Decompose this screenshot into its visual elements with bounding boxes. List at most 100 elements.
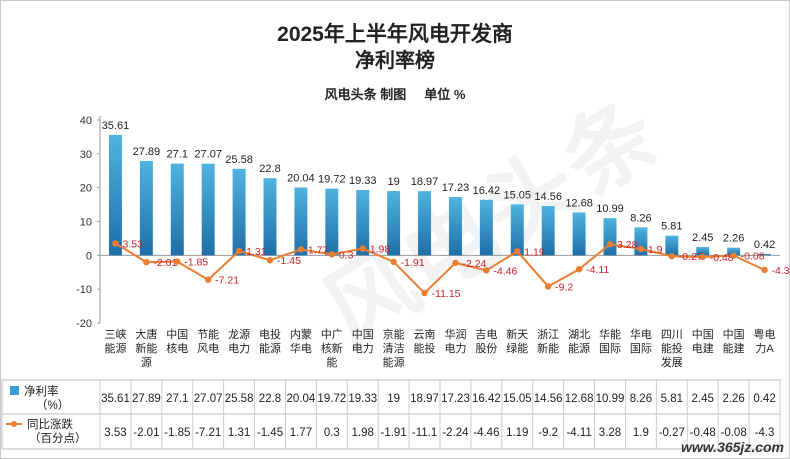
table-cell-bar-value: 16.42 [472,393,501,405]
bar [510,204,524,256]
table-cell-line-value: -2.01 [133,427,159,439]
table-cell-line-value: 1.77 [290,427,312,439]
x-category-label: 中国 [352,328,374,341]
table-cell-bar-value: 5.81 [661,393,683,405]
x-category-label: 吉电 [475,328,497,341]
bar-value-label: 5.81 [661,221,682,233]
table-cell-bar-value: 0.42 [753,393,775,405]
bar-value-label: 19.72 [318,174,346,186]
x-category-label: 节能 [197,327,219,341]
line-value-label: -11.15 [432,288,461,300]
line-value-label: -7.21 [215,275,239,287]
series-line [114,242,765,295]
line-value-label: -0.48 [710,252,734,264]
table-cell-line-value: -0.27 [659,427,685,439]
bar [541,206,555,256]
line-point [699,253,706,261]
y-tick-label: 40 [80,115,92,127]
x-category-label: 能投 [661,341,683,355]
bar-value-label: 27.07 [194,149,222,161]
line-point [359,245,366,252]
x-category-label: 新能 [135,341,157,355]
x-category-label: 股份 [475,342,497,355]
bar [448,197,462,256]
bar-value-label: 10.99 [596,203,624,215]
y-tick-label: -10 [76,284,92,296]
bar [294,187,308,256]
x-category-label: 三峡 [104,327,126,341]
table-cell-line-value: -7.21 [195,427,221,439]
table-cell-bar-value: 8.26 [630,393,652,405]
bar [418,191,432,256]
y-tick-label: 0 [86,250,92,262]
x-category-label: 中国 [723,328,745,341]
line-point [761,266,768,274]
x-category-label: 龙源 [228,327,250,341]
table-cell-line-value: -0.48 [690,427,716,439]
x-category-label: 中国 [692,328,714,341]
line-point [575,266,583,273]
bar-value-label: 14.56 [534,191,562,203]
bar [479,199,493,256]
legend-label-bar: 净利率 [24,384,59,398]
table-cell-line-value: 3.28 [599,427,621,439]
table-cell-line-value: -11.1 [412,427,437,439]
line-point [452,259,459,267]
table-cell-bar-value: 27.1 [166,393,188,405]
bar-value-label: 27.1 [167,149,188,161]
bar [356,189,370,256]
legend-label-bar-unit: （%） [36,399,69,412]
line-value-label: -0.27 [679,251,703,263]
chart-subtitle: 风电头条 制图 单位 % [324,87,466,102]
bar-value-label: 2.45 [692,232,713,244]
line-value-label: -2.01 [153,257,177,269]
table-cell-bar-value: 22.8 [259,393,281,405]
line-point [266,257,274,264]
bar-value-label: 27.89 [133,146,161,158]
x-category-label: 华能 [599,327,621,341]
bar [139,160,153,256]
table-cell-line-value: 1.31 [228,427,250,439]
line-value-label: -4.11 [586,264,609,276]
x-category-label: 粤电 [754,327,776,341]
line-value-label: -4.46 [493,265,517,277]
x-category-label: 能源 [568,341,590,355]
x-category-label: 四川 [661,329,683,341]
line-point [112,240,119,247]
line-point [668,253,676,260]
x-category-label: 湖北 [568,328,590,341]
line-value-label: 3.28 [617,239,638,251]
x-category-label: 力A [755,342,774,355]
chart-title-line1: 2025年上半年风电开发商 [277,23,513,46]
bar-value-label: 25.58 [225,154,253,166]
table-cell-line-value: -1.91 [381,427,407,439]
line-value-label: 1.9 [648,244,663,256]
x-category-label: 云南 [414,328,436,341]
table-cell-bar-value: 15.05 [503,393,532,405]
x-category-label: 京能 [383,327,405,341]
table-cell-line-value: -0.08 [721,427,747,439]
line-point [297,246,305,253]
bar-value-label: 12.68 [565,197,593,209]
y-tick-label: -20 [76,318,92,330]
bar [603,218,617,256]
table-cell-line-value: -2.24 [442,427,469,439]
bar [572,212,586,256]
legend-label-line-unit: （百分点） [29,432,87,445]
x-category-label: 风电 [197,342,219,355]
bar [325,188,339,256]
bar [387,191,401,256]
x-category-label: 电力 [228,342,250,355]
line-point [730,252,737,259]
line-value-label: 1.77 [308,244,329,256]
legend-swatch-line-dot [11,421,17,427]
x-category-label: 能源 [383,355,405,369]
bar [232,168,246,256]
x-category-label: 能源 [104,341,126,355]
x-category-label: 电建 [692,341,714,355]
legend-label-line: 同比涨跌 [27,417,73,431]
line-value-label: -0.08 [741,251,765,263]
bar-value-label: 20.04 [287,173,315,185]
x-category-label: 新天 [506,327,528,341]
